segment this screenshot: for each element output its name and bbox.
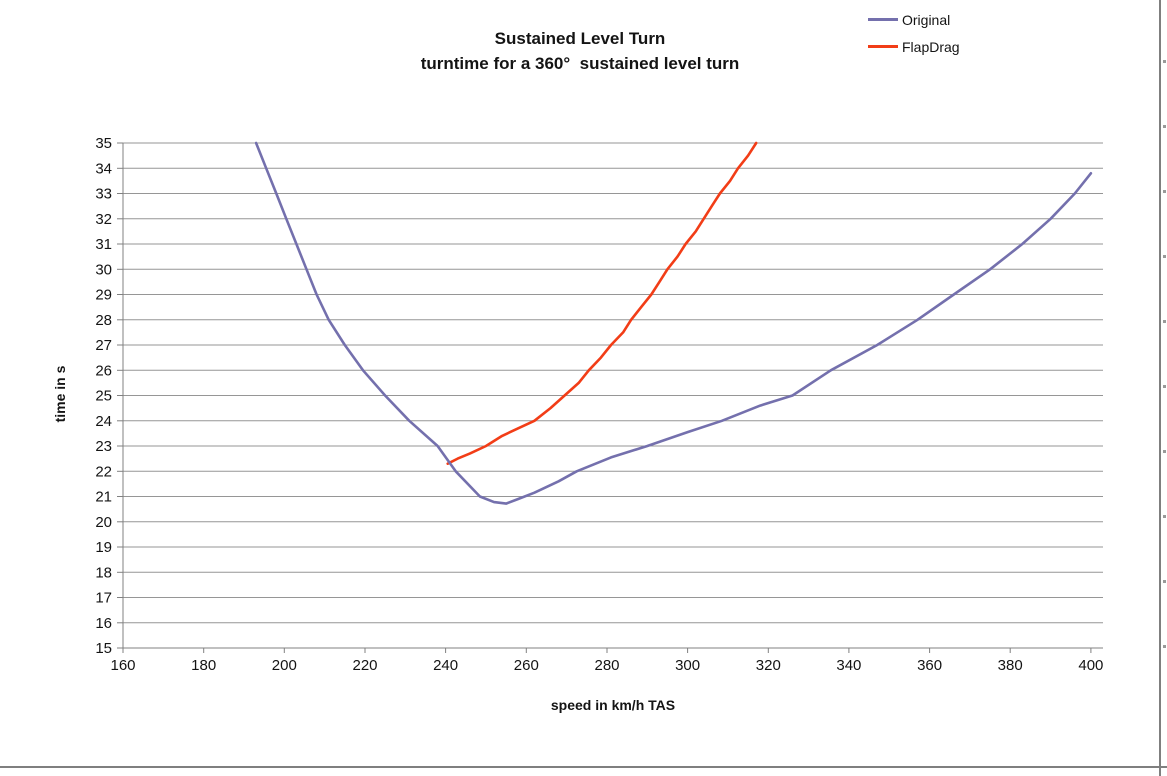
chart-title-block: Sustained Level Turn turntime for a 360°…: [0, 26, 1160, 76]
svg-text:15: 15: [95, 640, 112, 657]
svg-text:25: 25: [95, 388, 112, 405]
series-line-original: [254, 141, 1093, 505]
svg-text:200: 200: [272, 657, 297, 674]
y-gridlines: [123, 142, 1103, 649]
svg-text:24: 24: [95, 413, 112, 430]
svg-text:26: 26: [95, 362, 112, 379]
svg-text:300: 300: [675, 657, 700, 674]
svg-text:260: 260: [514, 657, 539, 674]
legend-label-flapdrag: FlapDrag: [902, 38, 960, 55]
x-ticks-and-labels: 160 180 200 220 240 260 280 300 320 340 360 380 400: [110, 648, 1103, 674]
svg-text:20: 20: [95, 514, 112, 531]
svg-text:31: 31: [95, 236, 112, 253]
svg-text:35: 35: [95, 135, 112, 152]
svg-text:340: 340: [836, 657, 861, 674]
legend-item-flapdrag: FlapDrag: [868, 33, 960, 60]
y-ticks-and-labels: 15 16 17 18 19 20 21 22 23 24 25 26 27 28 29 30 31 32 33 34…: [95, 135, 123, 657]
svg-text:400: 400: [1078, 657, 1103, 674]
x-axis-title: speed in km/h TAS: [550, 697, 676, 713]
svg-text:16: 16: [95, 615, 112, 632]
svg-text:30: 30: [95, 261, 112, 278]
svg-text:17: 17: [95, 590, 112, 607]
legend-line-swatch-flapdrag: [868, 45, 898, 48]
y-axis-title: time in s: [52, 365, 68, 423]
svg-text:360: 360: [917, 657, 942, 674]
svg-text:18: 18: [95, 564, 112, 581]
svg-text:23: 23: [95, 438, 112, 455]
svg-text:160: 160: [110, 657, 135, 674]
svg-text:180: 180: [191, 657, 216, 674]
window-border-right: [1159, 0, 1161, 776]
svg-text:29: 29: [95, 287, 112, 304]
svg-text:380: 380: [998, 657, 1023, 674]
svg-text:240: 240: [433, 657, 458, 674]
svg-text:27: 27: [95, 337, 112, 354]
svg-text:32: 32: [95, 211, 112, 228]
legend-label-original: Original: [902, 11, 951, 28]
svg-text:28: 28: [95, 312, 112, 329]
chart-title: Sustained Level Turn: [494, 29, 666, 48]
svg-text:280: 280: [594, 657, 619, 674]
legend: Original FlapDrag: [868, 6, 960, 60]
svg-text:22: 22: [95, 463, 112, 480]
series-line-flapdrag: [446, 141, 758, 466]
window-border-bottom: [0, 766, 1167, 768]
svg-text:19: 19: [95, 539, 112, 556]
legend-item-original: Original: [868, 6, 960, 33]
window-edge-marks: [1163, 60, 1166, 710]
svg-text:220: 220: [352, 657, 377, 674]
svg-text:33: 33: [95, 186, 112, 203]
svg-text:21: 21: [95, 489, 112, 506]
svg-text:320: 320: [756, 657, 781, 674]
svg-text:34: 34: [95, 160, 112, 177]
chart-subtitle: turntime for a 360° sustained level turn: [420, 54, 740, 73]
legend-line-swatch-original: [868, 18, 898, 21]
